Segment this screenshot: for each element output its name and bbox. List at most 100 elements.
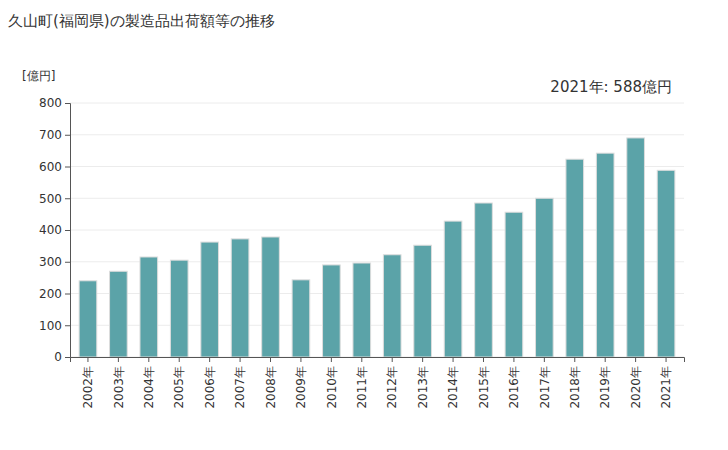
y-tick-mark xyxy=(65,357,70,358)
x-tick-mark xyxy=(605,357,606,362)
x-tick: 2006年 xyxy=(203,357,217,409)
y-tick: 200 xyxy=(39,287,70,301)
y-tick-label: 300 xyxy=(39,255,62,269)
y-axis: 0 100 200 300 400 500 600 700 800 xyxy=(39,96,70,364)
x-tick-mark xyxy=(240,357,241,362)
x-tick-label: 2006年 xyxy=(203,366,217,409)
x-tick-mark xyxy=(392,357,393,362)
x-tick-label: 2013年 xyxy=(416,366,430,409)
x-tick-label: 2012年 xyxy=(385,366,399,409)
y-tick: 400 xyxy=(39,223,70,237)
x-tick-label: 2018年 xyxy=(568,366,582,409)
y-tick: 500 xyxy=(39,192,70,206)
x-tick: 2016年 xyxy=(507,357,521,409)
x-tick-label: 2014年 xyxy=(446,366,460,409)
grid-line xyxy=(70,261,684,262)
x-tick-label: 2011年 xyxy=(355,366,369,409)
x-tick-label: 2015年 xyxy=(477,366,491,409)
bar xyxy=(444,221,462,357)
x-tick-mark xyxy=(148,357,149,362)
x-tick-mark xyxy=(209,357,210,362)
x-tick: 2003年 xyxy=(112,357,126,409)
x-tick: 2010年 xyxy=(325,357,339,409)
x-tick-mark xyxy=(574,357,575,362)
x-tick-label: 2019年 xyxy=(598,366,612,409)
x-tick: 2021年 xyxy=(659,357,673,409)
y-tick: 700 xyxy=(39,128,70,142)
x-tick-mark xyxy=(666,357,667,362)
grid-line xyxy=(70,166,684,167)
x-tick: 2018年 xyxy=(568,357,582,409)
bar xyxy=(140,257,158,357)
x-axis: 2002年2003年2004年2005年2006年2007年2008年2009年… xyxy=(71,357,685,409)
y-tick: 100 xyxy=(39,319,70,333)
x-tick: 2004年 xyxy=(142,357,156,409)
y-tick-label: 0 xyxy=(54,350,62,364)
bar xyxy=(170,260,188,357)
bar xyxy=(566,159,584,357)
grid-line xyxy=(70,198,684,199)
y-tick-label: 100 xyxy=(39,319,62,333)
bar xyxy=(596,153,614,357)
y-tick: 600 xyxy=(39,160,70,174)
x-tick-mark xyxy=(635,357,636,362)
bar xyxy=(323,265,341,357)
bar xyxy=(505,212,523,357)
y-tick-label: 200 xyxy=(39,287,62,301)
grid-line xyxy=(70,293,684,294)
x-tick-label: 2002年 xyxy=(81,366,95,409)
y-tick-mark xyxy=(65,325,70,326)
grid-line xyxy=(70,134,684,135)
x-tick: 2013年 xyxy=(416,357,430,409)
x-tick: 2014年 xyxy=(446,357,460,409)
x-tick-mark xyxy=(513,357,514,362)
grid-line xyxy=(70,325,684,326)
bar xyxy=(201,242,219,357)
x-tick: 2009年 xyxy=(294,357,308,409)
x-tick-label: 2021年 xyxy=(659,366,673,409)
y-axis-label: [億円] xyxy=(22,69,55,83)
y-tick: 300 xyxy=(39,255,70,269)
x-tick-label: 2005年 xyxy=(172,366,186,409)
y-tick-label: 500 xyxy=(39,192,62,206)
y-tick-mark xyxy=(65,230,70,231)
x-tick-mark xyxy=(361,357,362,362)
x-tick-label: 2010年 xyxy=(325,366,339,409)
grid xyxy=(70,103,684,357)
bar xyxy=(110,271,128,357)
x-tick-mark xyxy=(331,357,332,362)
x-tick: 2005年 xyxy=(172,357,186,409)
y-tick-mark xyxy=(65,198,70,199)
x-tick: 2015年 xyxy=(477,357,491,409)
y-tick: 800 xyxy=(39,96,70,110)
x-tick-label: 2016年 xyxy=(507,366,521,409)
x-tick-label: 2004年 xyxy=(142,366,156,409)
x-tick-mark xyxy=(118,357,119,362)
x-tick: 2011年 xyxy=(355,357,369,409)
y-tick-mark xyxy=(65,262,70,263)
y-tick: 0 xyxy=(54,350,70,364)
x-tick-mark xyxy=(300,357,301,362)
y-tick-label: 800 xyxy=(39,96,62,110)
bar xyxy=(627,138,645,357)
bar xyxy=(383,255,401,357)
chart: 久山町(福岡県)の製造品出荷額等の推移 [億円] 2021年: 588億円 0 100 2… xyxy=(0,0,728,450)
x-tick: 2012年 xyxy=(385,357,399,409)
x-tick-mark xyxy=(87,357,88,362)
bar xyxy=(262,237,280,357)
bar xyxy=(475,203,493,357)
y-tick-label: 700 xyxy=(39,128,62,142)
grid-line xyxy=(70,230,684,231)
bar xyxy=(353,263,371,357)
y-tick-mark xyxy=(65,167,70,168)
bar xyxy=(536,198,554,357)
y-tick-label: 400 xyxy=(39,223,62,237)
title: 久山町(福岡県)の製造品出荷額等の推移 xyxy=(8,12,275,30)
x-tick: 2008年 xyxy=(264,357,278,409)
x-tick-label: 2009年 xyxy=(294,366,308,409)
x-tick-mark xyxy=(453,357,454,362)
annotation: 2021年: 588億円 xyxy=(550,78,672,96)
bar xyxy=(79,281,97,357)
bar xyxy=(414,245,432,357)
x-tick-label: 2020年 xyxy=(629,366,643,409)
